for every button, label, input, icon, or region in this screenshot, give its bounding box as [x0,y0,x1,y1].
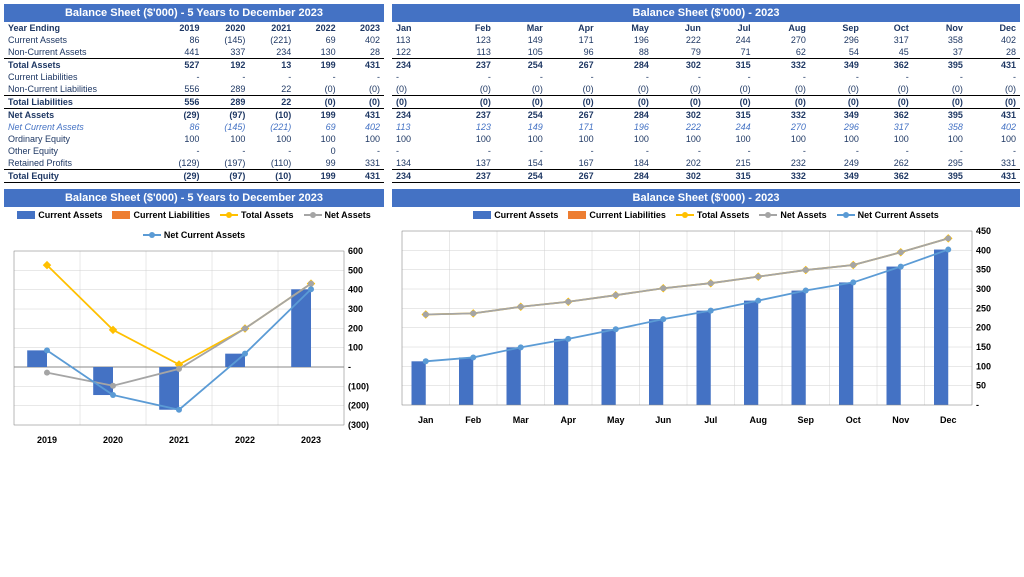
table-row: 100100100100100100100100100100100100 [392,133,1020,145]
chart-left-title: Balance Sheet ($'000) - 5 Years to Decem… [4,189,384,207]
svg-text:Dec: Dec [940,415,957,425]
svg-text:Jan: Jan [418,415,434,425]
svg-text:Feb: Feb [465,415,482,425]
charts-row: Balance Sheet ($'000) - 5 Years to Decem… [4,189,1020,473]
table-row: Current Liabilities----- [4,71,384,83]
svg-text:Oct: Oct [846,415,861,425]
table-row: Total Liabilities55628922(0)(0) [4,96,384,109]
table-row: 113123149171196222244270296317358402 [392,34,1020,46]
svg-text:(100): (100) [348,381,369,391]
legend-item: Net Assets [304,210,371,220]
svg-text:(300): (300) [348,420,369,430]
chart-left-panel: Balance Sheet ($'000) - 5 Years to Decem… [4,189,384,473]
table-left-title: Balance Sheet ($'000) - 5 Years to Decem… [4,4,384,22]
svg-text:May: May [607,415,625,425]
chart-right-svg: - 50 100 150 200 250 300 350 400 450 Jan Feb Mar Apr M… [392,223,1012,433]
table-row: Total Equity(29)(97)(10)199431 [4,170,384,183]
table-right-panel: Balance Sheet ($'000) - 2023 JanFebMarAp… [392,4,1020,183]
table-row: (0)(0)(0)(0)(0)(0)(0)(0)(0)(0)(0)(0) [392,96,1020,109]
legend-item: Total Assets [220,210,294,220]
svg-text:2019: 2019 [37,435,57,445]
svg-text:Mar: Mar [513,415,530,425]
svg-text:400: 400 [976,245,991,255]
svg-text:500: 500 [348,265,363,275]
table-row: 234237254267284302315332349362395431 [392,170,1020,183]
legend-item: Net Current Assets [143,230,245,240]
table-row: Non-Current Liabilities55628922(0)(0) [4,83,384,96]
svg-text:300: 300 [976,284,991,294]
table-row: Retained Profits(129)(197)(110)99331 [4,157,384,170]
svg-text:Sep: Sep [797,415,814,425]
svg-text:(200): (200) [348,401,369,411]
table-row: ------------ [392,71,1020,83]
svg-text:450: 450 [976,226,991,236]
svg-text:2022: 2022 [235,435,255,445]
svg-text:2020: 2020 [103,435,123,445]
svg-text:100: 100 [348,343,363,353]
legend-item: Current Assets [473,210,558,220]
svg-text:600: 600 [348,246,363,256]
table-row: Non-Current Assets44133723413028 [4,46,384,59]
legend-item: Net Assets [759,210,826,220]
svg-text:200: 200 [348,323,363,333]
svg-text:250: 250 [976,303,991,313]
chart-right-panel: Balance Sheet ($'000) - 2023 Current Ass… [392,189,1020,473]
svg-text:2023: 2023 [301,435,321,445]
legend-item: Current Liabilities [568,210,666,220]
table-row: (0)(0)(0)(0)(0)(0)(0)(0)(0)(0)(0)(0) [392,83,1020,96]
legend-item: Total Assets [676,210,750,220]
legend-item: Net Current Assets [837,210,939,220]
table-row: 234237254267284302315332349362395431 [392,59,1020,72]
table-row: Net Current Assets86(145)(221)69402 [4,121,384,133]
svg-text:Aug: Aug [750,415,768,425]
legend-item: Current Assets [17,210,102,220]
table-row: Ordinary Equity100100100100100 [4,133,384,145]
svg-text:Nov: Nov [892,415,909,425]
chart-left-legend: Current Assets Current Liabilities Total A… [4,207,384,243]
table-row: 234237254267284302315332349362395431 [392,109,1020,122]
table-row: 113123149171196222244270296317358402 [392,121,1020,133]
table-row: Net Assets(29)(97)(10)199431 [4,109,384,122]
svg-text:100: 100 [976,361,991,371]
svg-text:Apr: Apr [561,415,577,425]
chart-left-svg: (300) (200) (100) - 100 200 300 400 500 600 2019 20… [4,243,384,453]
chart-right-title: Balance Sheet ($'000) - 2023 [392,189,1020,207]
table-right: JanFebMarAprMayJunJulAugSepOctNovDec1131… [392,22,1020,183]
svg-text:150: 150 [976,342,991,352]
table-row: Total Assets52719213199431 [4,59,384,72]
table-left: Year Ending20192020202120222023Current A… [4,22,384,183]
svg-text:400: 400 [348,285,363,295]
table-right-title: Balance Sheet ($'000) - 2023 [392,4,1020,22]
table-row: Current Assets86(145)(221)69402 [4,34,384,46]
svg-text:-: - [976,400,979,410]
svg-text:50: 50 [976,381,986,391]
legend-item: Current Liabilities [112,210,210,220]
chart-right-area: - 50 100 150 200 250 300 350 400 450 Jan Feb Mar Apr M… [392,223,1020,453]
table-row: ------------ [392,145,1020,157]
table-left-panel: Balance Sheet ($'000) - 5 Years to Decem… [4,4,384,183]
svg-text:350: 350 [976,265,991,275]
tables-row: Balance Sheet ($'000) - 5 Years to Decem… [4,4,1020,183]
table-row: Other Equity---0- [4,145,384,157]
svg-text:Jun: Jun [655,415,671,425]
table-row: 122113105968879716254453728 [392,46,1020,59]
chart-left-area: (300) (200) (100) - 100 200 300 400 500 600 2019 20… [4,243,384,473]
table-row: 134137154167184202215232249262295331 [392,157,1020,170]
svg-text:-: - [348,362,351,372]
svg-text:Jul: Jul [704,415,717,425]
svg-text:200: 200 [976,323,991,333]
chart-right-legend: Current Assets Current Liabilities Total A… [392,207,1020,223]
svg-text:300: 300 [348,304,363,314]
svg-text:2021: 2021 [169,435,189,445]
